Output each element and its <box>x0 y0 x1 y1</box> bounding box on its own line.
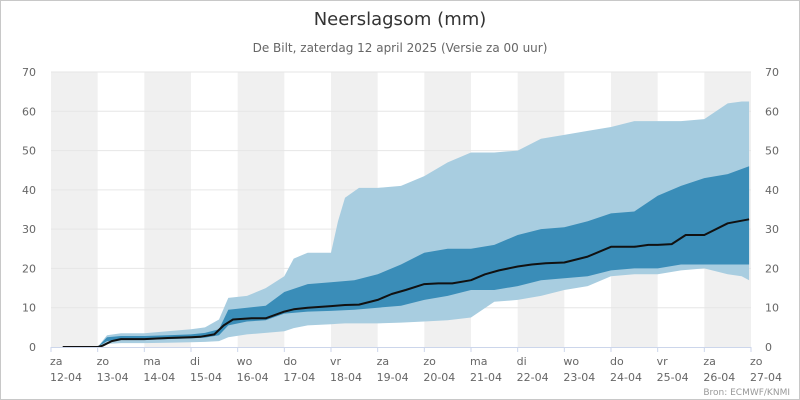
x-tick-date: 16-04 <box>237 371 269 384</box>
x-tick-day: zo <box>97 355 110 368</box>
y-tick-label-left: 50 <box>22 145 36 158</box>
x-tick-day: ma <box>143 355 160 368</box>
y-tick-label-right: 70 <box>765 66 779 79</box>
x-tick-day: zo <box>423 355 436 368</box>
chart-subtitle: De Bilt, zaterdag 12 april 2025 (Versie … <box>253 41 548 55</box>
x-tick-day: ma <box>470 355 487 368</box>
y-tick-label-left: 0 <box>29 341 36 354</box>
x-tick-date: 26-04 <box>703 371 735 384</box>
x-tick-date: 22-04 <box>517 371 549 384</box>
x-tick-day: za <box>377 355 390 368</box>
x-tick-day: vr <box>657 355 669 368</box>
x-tick-day: vr <box>330 355 342 368</box>
y-tick-label-right: 10 <box>765 302 779 315</box>
chart-credit: Bron: ECMWF/KNMI <box>703 388 790 398</box>
x-tick-date: 14-04 <box>143 371 175 384</box>
x-tick-date: 17-04 <box>283 371 315 384</box>
y-tick-label-right: 0 <box>765 341 772 354</box>
x-tick-labels: za 12-04 zo 13-04 ma 14-04 di 15-04 wo 16-04 do 17-… <box>50 355 782 384</box>
x-axis <box>50 347 752 352</box>
x-tick-date: 20-04 <box>423 371 455 384</box>
y-tick-label-left: 20 <box>22 262 36 275</box>
y-tick-label-right: 40 <box>765 184 779 197</box>
x-tick-date: 24-04 <box>610 371 642 384</box>
chart-title: Neerslagsom (mm) <box>314 9 487 30</box>
y-tick-label-right: 50 <box>765 145 779 158</box>
y-axis-left: 0 10 20 30 40 50 60 70 <box>22 66 36 354</box>
median-layer <box>62 218 750 348</box>
x-tick-date: 23-04 <box>563 371 595 384</box>
x-tick-date: 12-04 <box>50 371 82 384</box>
x-tick-date: 27-04 <box>750 371 782 384</box>
x-tick-day: zo <box>750 355 763 368</box>
y-tick-label-left: 70 <box>22 66 36 79</box>
x-tick-day: wo <box>237 355 253 368</box>
y-tick-label-right: 30 <box>765 223 779 236</box>
bands <box>62 101 750 347</box>
day-shade-band <box>51 72 98 347</box>
x-tick-day: za <box>50 355 63 368</box>
y-tick-label-left: 60 <box>22 105 36 118</box>
x-tick-date: 13-04 <box>97 371 129 384</box>
x-tick-date: 18-04 <box>330 371 362 384</box>
y-axis-right: 0 10 20 30 40 50 60 70 <box>765 66 779 354</box>
outer-band-area <box>62 101 750 347</box>
day-shade-band <box>144 72 191 347</box>
y-tick-label-left: 40 <box>22 184 36 197</box>
x-tick-date: 15-04 <box>190 371 222 384</box>
y-tick-label-left: 30 <box>22 223 36 236</box>
x-tick-date: 19-04 <box>377 371 409 384</box>
x-tick-date: 25-04 <box>657 371 689 384</box>
x-tick-day: do <box>283 355 297 368</box>
x-tick-day: di <box>190 355 200 368</box>
median-line <box>62 218 750 348</box>
x-tick-day: za <box>703 355 716 368</box>
x-tick-day: di <box>517 355 527 368</box>
y-tick-label-left: 10 <box>22 302 36 315</box>
x-tick-date: 21-04 <box>470 371 502 384</box>
y-tick-label-right: 60 <box>765 105 779 118</box>
x-tick-day: wo <box>563 355 579 368</box>
x-tick-day: do <box>610 355 624 368</box>
y-tick-label-right: 20 <box>765 262 779 275</box>
inner-band-area <box>62 166 750 347</box>
